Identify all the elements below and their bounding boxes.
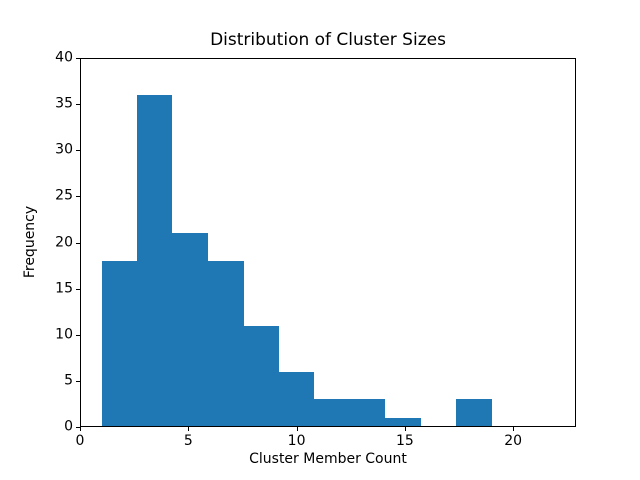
histogram-bar [278,371,315,427]
y-tick-mark [76,242,80,244]
y-tick-label: 35 [55,95,73,112]
y-tick-label: 10 [55,326,73,343]
y-tick-mark [76,58,80,59]
y-tick-label: 40 [55,49,73,66]
histogram-bar [456,399,492,427]
x-tick-mark [296,427,298,431]
y-tick-mark [76,196,80,198]
x-axis-label: Cluster Member Count [249,451,407,467]
x-tick-mark [188,427,190,431]
x-tick-label: 10 [287,433,306,449]
x-tick-label: 20 [504,433,523,449]
histogram-bar [349,399,386,427]
x-tick-mark [513,427,515,431]
plot-area [80,58,576,427]
histogram-bar [137,94,173,427]
x-tick-label: 15 [395,433,414,449]
y-tick-label: 0 [64,418,73,435]
x-tick-label: 5 [183,433,193,449]
y-tick-label: 30 [55,141,73,158]
histogram-bar [172,233,208,427]
x-tick-mark [404,427,406,431]
histogram-bar [101,260,138,427]
histogram-bar [243,325,279,427]
histogram-bar [208,260,244,427]
y-tick-label: 25 [55,187,73,204]
y-tick-mark [76,288,80,290]
chart-title: Distribution of Cluster Sizes [210,30,446,50]
y-tick-label: 5 [64,372,73,389]
y-tick-label: 15 [55,280,73,297]
y-tick-mark [76,427,80,428]
histogram-bar [314,399,350,427]
y-tick-mark [76,150,80,152]
x-tick-label: 0 [75,433,85,449]
x-tick-mark [80,427,81,431]
y-tick-mark [76,334,80,336]
histogram-bar [385,417,421,427]
y-tick-label: 20 [55,234,73,250]
y-tick-mark [76,380,80,382]
y-tick-mark [76,104,80,106]
